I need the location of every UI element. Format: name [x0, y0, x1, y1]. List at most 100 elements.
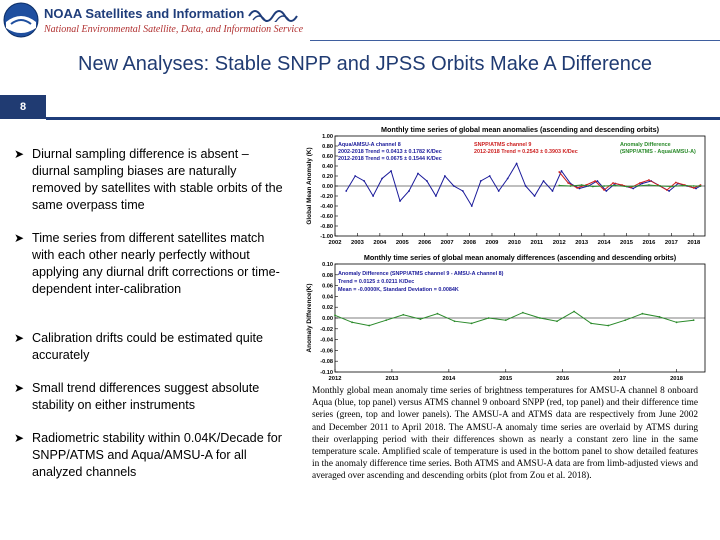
- legend-entry: 2012-2018 Trend = 0.2543 ± 0.3903 K/Dec: [474, 149, 578, 155]
- data-point: [580, 184, 583, 186]
- data-point: [578, 187, 581, 190]
- y-tick-label: 0.02: [322, 305, 333, 311]
- data-point: [636, 185, 639, 187]
- data-point: [381, 177, 383, 180]
- data-point: [641, 312, 644, 315]
- x-tick-label: 2002: [329, 240, 342, 246]
- x-tick-label: 2016: [642, 240, 656, 246]
- data-point: [539, 317, 541, 319]
- bullet-item: ➤ Time series from different satellites …: [14, 230, 284, 298]
- legend-entry: Anomaly Difference (SNPP/ATMS channel 9 …: [338, 271, 504, 277]
- data-point: [452, 185, 455, 187]
- data-point: [567, 182, 570, 184]
- x-tick-label: 2013: [385, 376, 399, 382]
- legend-entry: Anomaly Difference: [620, 142, 671, 148]
- y-tick-label: -0.06: [320, 348, 333, 354]
- data-point: [402, 313, 405, 316]
- data-point: [594, 180, 597, 182]
- data-point: [675, 321, 678, 324]
- bullet-item: ➤ Calibration drifts could be estimated …: [14, 330, 284, 364]
- legend-entry: SNPP/ATMS channel 9: [474, 142, 531, 148]
- legend-entry: Aqua/AMSU-A channel 8: [338, 142, 401, 148]
- data-point: [408, 190, 410, 192]
- bullet-text: Time series from different satellites ma…: [32, 231, 280, 296]
- arrow-bullet-icon: ➤: [14, 431, 25, 445]
- bullet-item: ➤ Diurnal sampling difference is absent …: [14, 146, 284, 214]
- data-point: [674, 181, 677, 184]
- title-divider: [46, 117, 720, 120]
- data-point: [624, 319, 627, 322]
- data-point: [363, 180, 366, 182]
- x-tick-label: 2010: [508, 240, 521, 246]
- data-point: [453, 320, 456, 323]
- arrow-bullet-icon: ➤: [14, 147, 25, 161]
- org-subtitle: National Environmental Satellite, Data, …: [44, 24, 304, 35]
- data-point: [681, 184, 684, 187]
- data-point: [368, 324, 371, 327]
- data-point: [625, 185, 628, 188]
- data-point: [419, 318, 422, 320]
- data-point: [556, 320, 558, 323]
- x-tick-label: 2009: [486, 240, 500, 246]
- data-point: [596, 180, 599, 182]
- data-point: [504, 319, 507, 322]
- org-name: NOAA Satellites and Information: [44, 6, 245, 21]
- data-point: [607, 324, 610, 327]
- data-point: [692, 319, 695, 322]
- x-tick-label: 2014: [598, 240, 612, 246]
- x-tick-label: 2015: [499, 376, 513, 382]
- bullet-item: ➤ Radiometric stability within 0.04K/Dec…: [14, 430, 284, 481]
- data-point: [573, 310, 575, 313]
- x-tick-label: 2015: [620, 240, 634, 246]
- data-point: [605, 190, 608, 192]
- bottom-chart: Monthly time series of global mean anoma…: [302, 252, 712, 387]
- data-point: [659, 185, 662, 187]
- x-tick-label: 2013: [575, 240, 589, 246]
- data-point: [487, 317, 490, 319]
- data-point: [576, 187, 579, 189]
- data-point: [591, 185, 594, 188]
- y-tick-label: 1.00: [322, 134, 333, 140]
- slide-title: New Analyses: Stable SNPP and JPSS Orbit…: [78, 53, 652, 75]
- y-tick-label: 0.06: [322, 284, 333, 290]
- data-point: [558, 184, 561, 187]
- data-point: [658, 316, 661, 318]
- x-tick-label: 2018: [670, 376, 684, 382]
- data-point: [436, 312, 439, 315]
- top-chart: Monthly time series of global mean anoma…: [302, 124, 712, 254]
- y-tick-label: 0.60: [322, 154, 333, 160]
- data-point: [345, 190, 348, 192]
- y-tick-label: 0.20: [322, 174, 333, 180]
- data-point: [632, 187, 635, 190]
- header-rule: [310, 40, 720, 41]
- legend-entry: Mean = -0.0000K, Standard Deviation = 0.…: [338, 287, 459, 293]
- data-point: [695, 187, 697, 190]
- data-point: [443, 175, 446, 177]
- x-tick-label: 2017: [665, 240, 678, 246]
- bullet-text: Radiometric stability within 0.04K/Decad…: [32, 431, 282, 479]
- chart-title: Monthly time series of global mean anoma…: [381, 125, 660, 134]
- data-point: [699, 185, 702, 187]
- noaa-logo-icon: [3, 2, 39, 38]
- data-point: [488, 175, 491, 177]
- figure-caption: Monthly global mean anomaly time series …: [312, 386, 698, 482]
- data-point: [621, 184, 623, 186]
- data-point: [334, 314, 336, 317]
- y-tick-label: -0.60: [320, 214, 333, 220]
- slide-number: 8: [0, 95, 46, 119]
- x-tick-label: 2004: [373, 240, 387, 246]
- series-line: [559, 184, 701, 188]
- x-tick-label: 2003: [351, 240, 365, 246]
- legend-entry: Trend = 0.0125 ± 0.0211 K/Dec: [338, 279, 414, 285]
- bullet-text: Diurnal sampling difference is absent – …: [32, 147, 283, 212]
- data-point: [603, 189, 605, 191]
- y-tick-label: 0.00: [322, 184, 333, 190]
- top-chart-svg: Monthly time series of global mean anoma…: [306, 125, 706, 246]
- data-point: [670, 185, 673, 188]
- bullet-item: ➤ Small trend differences suggest absolu…: [14, 380, 284, 414]
- data-point: [692, 185, 695, 187]
- data-point: [614, 184, 617, 187]
- data-point: [390, 170, 392, 172]
- data-point: [648, 184, 650, 186]
- data-point: [612, 182, 614, 184]
